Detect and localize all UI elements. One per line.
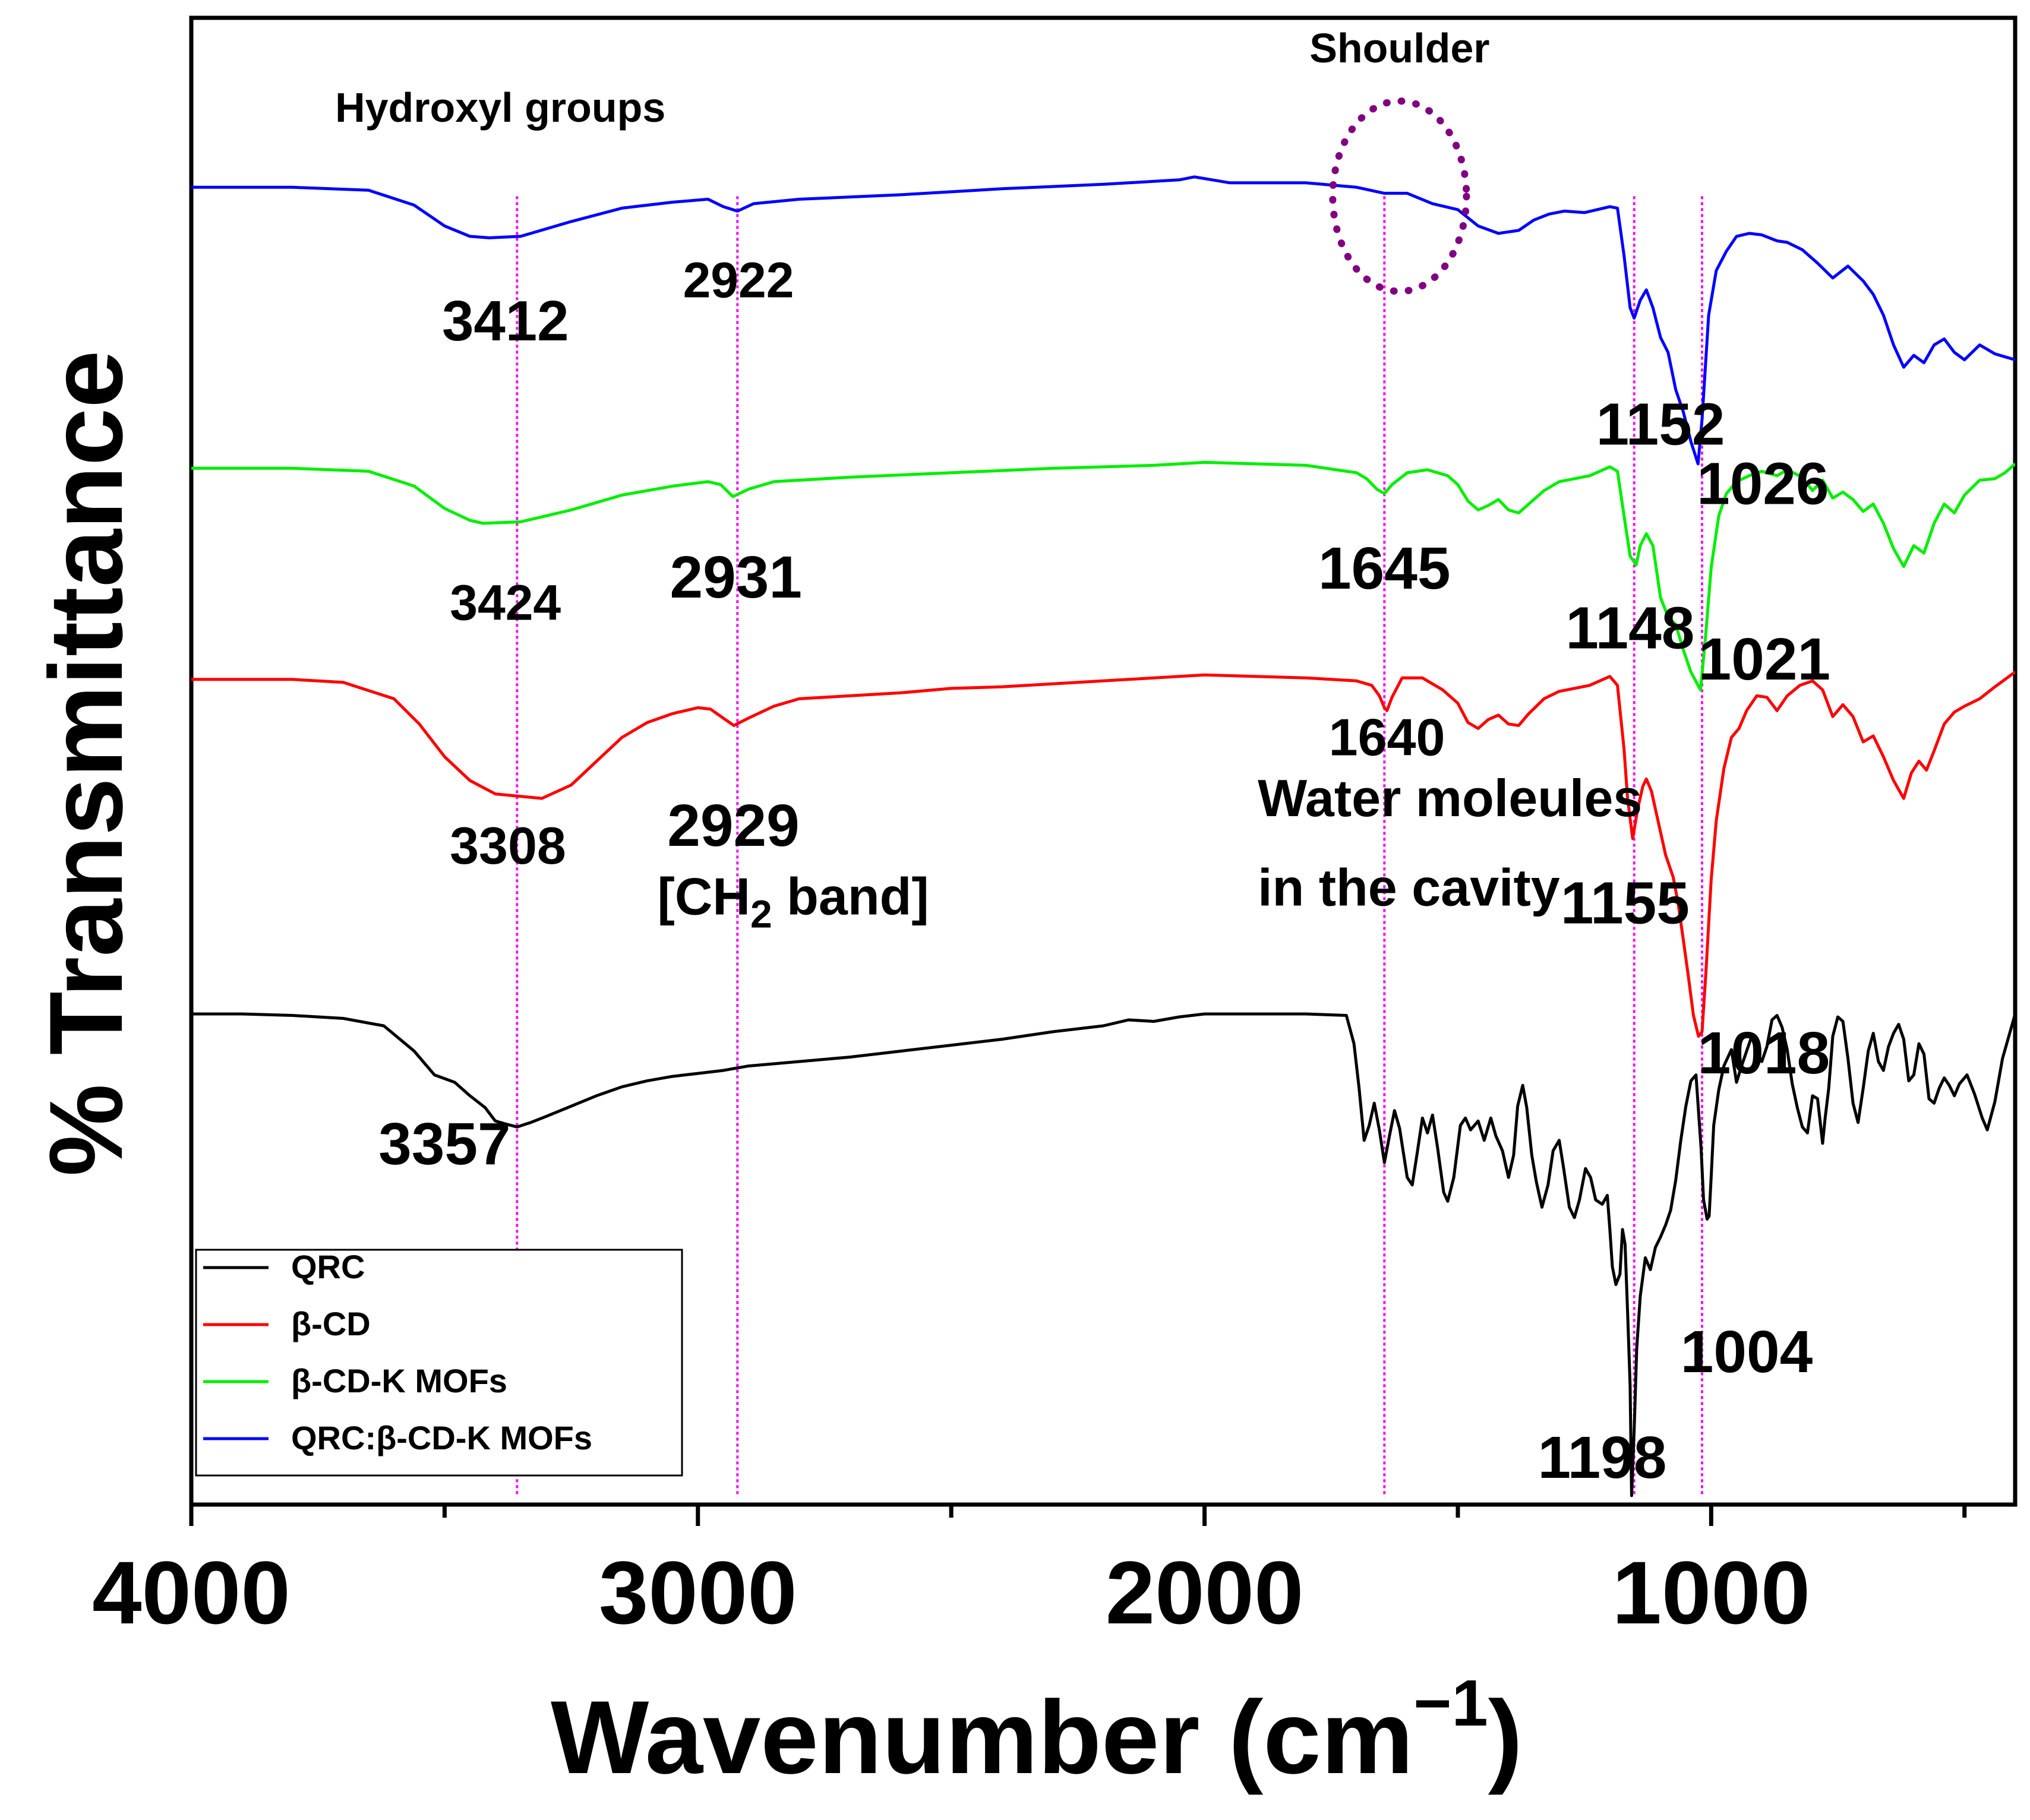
x-axis-title-close: ) <box>1488 1680 1523 1796</box>
legend-label-beta-cd-k-mofs: β-CD-K MOFs <box>291 1362 507 1399</box>
legend-box <box>195 1249 683 1477</box>
annotation-3424: 3424 <box>450 575 561 631</box>
x-axis-title-sup: −1 <box>1413 1667 1488 1740</box>
annotation-1148: 1148 <box>1565 595 1694 661</box>
ch2-suffix: band] <box>772 867 929 925</box>
ch2-subscript: 2 <box>750 892 772 936</box>
x-axis-title: Wavenumber (cm−1) <box>551 1667 1523 1796</box>
series-qrc <box>191 1012 2015 1497</box>
y-axis-title: % Transmittance <box>29 350 144 1177</box>
x-axis-title-main: Wavenumber (cm <box>551 1680 1413 1796</box>
ch2-band-annotation: [CH2 band] <box>658 867 929 936</box>
plot-frame <box>189 15 2018 1507</box>
x-tick-label-3000: 3000 <box>599 1543 797 1642</box>
x-tick-label-1000: 1000 <box>1612 1543 1810 1642</box>
annotation-1198: 1198 <box>1538 1424 1667 1491</box>
legend: QRC β-CD β-CD-K MOFs QRC:β-CD-K MOFs <box>195 1248 683 1477</box>
annotation-shoulder: Shoulder <box>1309 25 1489 71</box>
annotation-1645: 1645 <box>1318 535 1450 602</box>
legend-label-qrc: QRC <box>291 1248 365 1285</box>
annotation-1018: 1018 <box>1698 1020 1830 1086</box>
annotation-1021: 1021 <box>1698 626 1830 693</box>
annotation-hydroxyl-groups: Hydroxyl groups <box>335 84 665 131</box>
annotation-3412: 3412 <box>442 289 569 353</box>
annotation-3308: 3308 <box>450 816 566 875</box>
annotation-2929: 2929 <box>667 792 799 859</box>
annotation-in-the-cavity: in the cavity <box>1258 858 1560 917</box>
annotation-water-moleules: Water moleules <box>1258 769 1642 827</box>
annotation-1026: 1026 <box>1697 450 1829 517</box>
shoulder-circle <box>1329 97 1470 295</box>
series-beta-cd-k-mofs <box>191 460 2015 691</box>
legend-label-qrc-beta-cd-k-mofs: QRC:β-CD-K MOFs <box>291 1419 592 1456</box>
annotation-2931: 2931 <box>670 544 802 611</box>
x-tick-label-4000: 4000 <box>92 1543 291 1642</box>
legend-label-beta-cd: β-CD <box>291 1305 371 1342</box>
annotation-1640: 1640 <box>1329 707 1445 766</box>
series-qrc-beta-cd-k-mofs <box>191 175 2015 466</box>
annotation-1152: 1152 <box>1596 391 1725 457</box>
series-beta-cd <box>191 671 2015 1038</box>
svg-text:[CH2 band]: [CH2 band] <box>658 867 929 936</box>
annotation-3357: 3357 <box>378 1111 510 1177</box>
ch2-prefix: [CH <box>658 867 750 925</box>
annotation-1004: 1004 <box>1681 1319 1813 1385</box>
annotation-2922: 2922 <box>683 252 794 308</box>
annotation-1155: 1155 <box>1561 870 1690 936</box>
x-tick-label-2000: 2000 <box>1106 1543 1304 1642</box>
